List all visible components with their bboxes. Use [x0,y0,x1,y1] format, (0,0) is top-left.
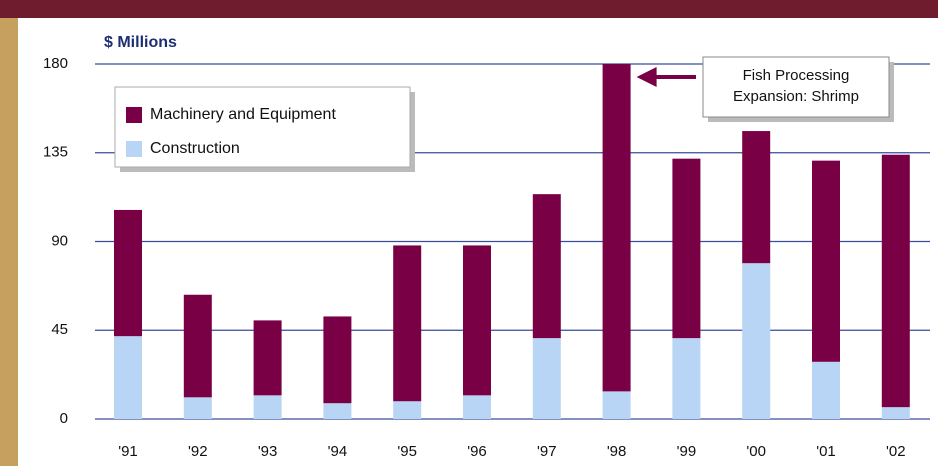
y-tick-label: 90 [51,232,68,249]
legend-label: Construction [150,140,240,157]
bar-segment [881,154,910,408]
x-tick-label: '00 [746,443,766,460]
bar-segment [532,194,561,339]
x-tick-label: '95 [397,443,417,460]
x-tick-label: '92 [188,443,208,460]
legend-box [114,86,411,168]
annotation-text: Expansion: Shrimp [733,88,859,105]
legend-swatch [126,107,142,123]
annotation-text: Fish Processing [743,67,850,84]
bar-segment [602,64,631,392]
y-tick-label: 180 [43,55,68,72]
x-tick-label: '94 [328,443,348,460]
legend-swatch [126,141,142,157]
legend-label: Machinery and Equipment [150,106,336,123]
x-tick-label: '98 [607,443,627,460]
bar-segment [114,209,142,337]
x-tick-label: '01 [816,443,836,460]
side-band [0,18,18,466]
x-tick-label: '96 [467,443,487,460]
bar-segment [463,245,491,396]
bar-segment [253,395,282,419]
bar-segment [672,338,701,419]
bar-segment [881,407,910,419]
x-tick-label: '02 [886,443,906,460]
bar-segment [812,361,840,419]
bar-segment [183,397,212,419]
y-tick-label: 0 [60,410,68,427]
bar-segment [253,320,282,396]
bar-segment [742,131,771,264]
bar-segment [323,316,352,404]
bar-segment [602,391,631,419]
bar-segment [393,401,422,419]
bar-segment [114,336,142,419]
bar-segment [672,158,701,339]
y-tick-label: 135 [43,144,68,161]
annotation-box [702,56,890,118]
bar-segment [742,263,771,419]
annotation-arrowhead [636,67,657,87]
y-axis-label: $ Millions [104,34,177,51]
bar-segment [463,395,491,419]
bar-segment [323,403,352,419]
bar-segment [532,338,561,419]
bar-segment [183,294,212,398]
x-tick-label: '97 [537,443,557,460]
x-tick-label: '99 [677,443,697,460]
y-tick-label: 45 [51,321,68,338]
top-band [0,0,938,18]
x-tick-label: '93 [258,443,278,460]
bar-segment [812,160,840,362]
bar-segment [393,245,422,402]
x-tick-label: '91 [118,443,138,460]
